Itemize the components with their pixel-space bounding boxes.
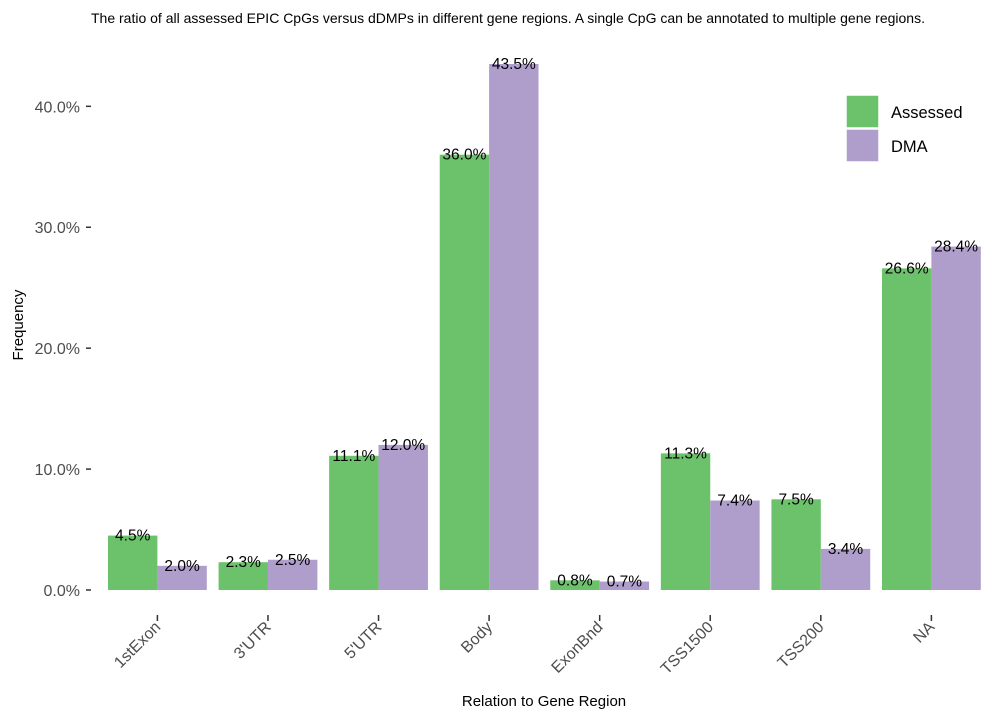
bar-dma	[489, 64, 539, 590]
legend: Assessed DMA	[845, 94, 963, 163]
legend-label-dma: DMA	[891, 138, 928, 156]
data-label: 7.5%	[778, 491, 814, 508]
x-tick-label: 1stExon	[111, 619, 164, 672]
bar-assessed	[329, 455, 379, 590]
x-tick-label: 5'UTR	[342, 619, 386, 663]
data-label: 3.4%	[828, 541, 864, 558]
data-label: 28.4%	[934, 239, 978, 256]
data-label: 2.5%	[275, 552, 311, 569]
data-label: 7.4%	[717, 493, 753, 510]
y-axis: 0.0% 10.0% 20.0% 30.0% 40.0%	[35, 99, 91, 600]
y-tick-label: 30.0%	[35, 220, 80, 237]
legend-swatch-assessed	[845, 94, 880, 129]
bar-assessed	[771, 499, 821, 590]
data-label: 11.3%	[664, 445, 707, 462]
bar-assessed	[881, 268, 932, 590]
bar-dma	[931, 246, 981, 590]
x-tick-label: Body	[458, 619, 496, 657]
bar-assessed	[439, 154, 490, 591]
chart-title: The ratio of all assessed EPIC CpGs vers…	[91, 10, 925, 26]
bars: 4.5% 2.0% 2.3% 2.5% 11.1% 12.0% 36.0% 43.5% 0.8%…	[108, 56, 981, 591]
data-label: 11.1%	[332, 448, 375, 465]
y-tick-label: 40.0%	[35, 99, 80, 116]
bar-assessed	[550, 580, 600, 590]
data-label: 36.0%	[442, 147, 486, 164]
y-axis-title: Frequency	[10, 289, 27, 360]
x-tick-label: TSS1500	[658, 619, 717, 678]
bar-dma	[820, 548, 871, 590]
x-tick-label: 3'UTR	[231, 619, 275, 663]
y-tick-label: 10.0%	[35, 462, 80, 479]
bar-assessed	[108, 535, 158, 590]
data-label: 2.3%	[226, 554, 262, 571]
bar-dma	[710, 500, 760, 590]
x-tick-label: ExonBnd	[549, 619, 607, 677]
bar-assessed	[660, 453, 711, 590]
x-tick-label: TSS200	[775, 619, 828, 672]
data-label: 2.0%	[164, 558, 200, 575]
data-label: 0.8%	[557, 572, 593, 589]
bar-dma	[267, 559, 318, 590]
bar-dma	[378, 444, 428, 590]
legend-swatch-dma	[845, 128, 880, 163]
data-label: 12.0%	[381, 437, 425, 454]
y-tick-label: 0.0%	[44, 583, 80, 600]
x-tick-label: NA	[910, 619, 938, 647]
x-axis: 1stExon 3'UTR 5'UTR Body ExonBnd TSS1500 TSS20…	[111, 615, 938, 678]
bar-assessed	[218, 562, 268, 590]
bar-dma	[157, 565, 207, 590]
data-label: 26.6%	[885, 260, 929, 277]
legend-label-assessed: Assessed	[891, 104, 963, 122]
bar-dma	[599, 581, 650, 590]
data-label: 4.5%	[115, 528, 151, 545]
y-tick-label: 20.0%	[35, 341, 80, 358]
x-axis-title: Relation to Gene Region	[462, 693, 626, 710]
data-label: 43.5%	[492, 56, 536, 73]
data-label: 0.7%	[607, 574, 643, 591]
